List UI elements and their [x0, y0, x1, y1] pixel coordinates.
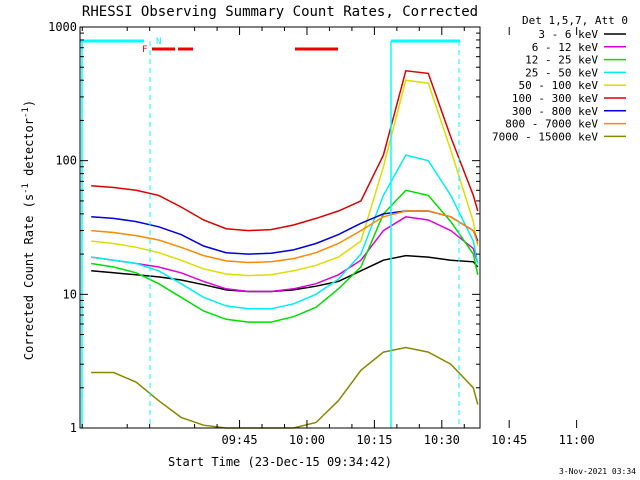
chart-title: RHESSI Observing Summary Count Rates, Co… — [82, 4, 478, 20]
y-tick-label-2: 10 — [63, 287, 77, 301]
legend-entry-7: 300 - 800 keV — [512, 105, 598, 118]
x-tick-label-4: 10:30 — [424, 433, 460, 447]
plot-frame — [79, 26, 481, 429]
legend-header: Det 1,5,7, Att 0 — [522, 14, 628, 27]
y-tick-label-3: 100 — [55, 154, 77, 168]
x-axis-label: Start Time (23-Dec-15 09:34:42) — [168, 455, 392, 469]
series-line-2 — [91, 216, 479, 293]
series-line-6 — [91, 69, 479, 232]
series-line-5 — [91, 79, 479, 277]
legend-entry-4: 25 - 50 keV — [525, 66, 598, 79]
series-line-3 — [91, 189, 479, 323]
plot-area — [91, 69, 479, 429]
legend-entry-6: 100 - 300 keV — [512, 92, 598, 105]
x-tick-label-6: 11:00 — [559, 433, 595, 447]
series-line-4 — [91, 154, 479, 310]
x-tick-label-3: 10:15 — [356, 433, 392, 447]
x-tick-label-5: 10:45 — [491, 433, 527, 447]
y-axis-label: Corrected Count Rate (s-1 detector-1) — [21, 100, 36, 360]
night-label: N — [156, 37, 161, 47]
date-stamp: 3-Nov-2021 03:34 — [559, 467, 636, 476]
legend-entry-9: 7000 - 15000 keV — [492, 130, 598, 143]
legend-entry-2: 6 - 12 keV — [532, 41, 599, 54]
series-line-1 — [91, 254, 479, 293]
flare-label: F — [142, 45, 147, 55]
x-tick-label-2: 10:00 — [289, 433, 325, 447]
series-line-8 — [91, 210, 479, 264]
y-tick-label-4: 1000 — [48, 20, 77, 34]
legend-entry-1: 3 - 6 keV — [538, 28, 598, 41]
legend-entry-3: 12 - 25 keV — [525, 54, 598, 67]
observing-overlays: NF — [80, 37, 460, 428]
legend-entry-8: 800 - 7000 keV — [505, 118, 598, 131]
x-tick-label-1: 09:45 — [221, 433, 257, 447]
y-tick-label-1: 1 — [70, 421, 77, 435]
legend-entry-5: 50 - 100 keV — [519, 79, 599, 92]
axes: 1 10 100 1000 09:45 10:00 10:15 10:30 10:45 11:00 — [48, 20, 595, 447]
